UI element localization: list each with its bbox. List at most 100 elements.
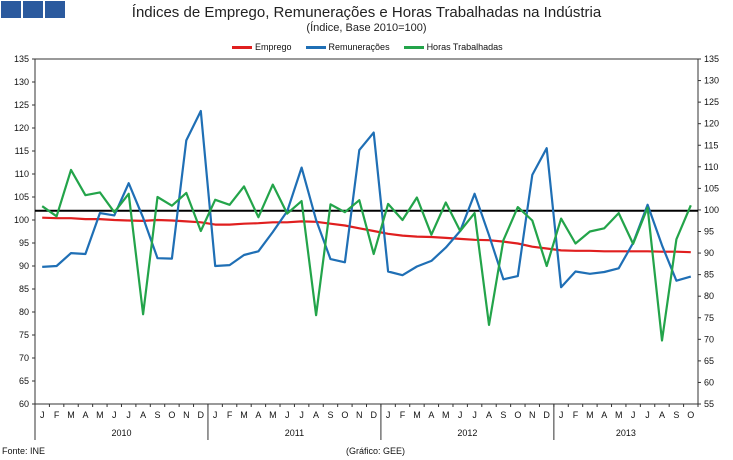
chart-subtitle: (Índice, Base 2010=100) <box>306 22 427 34</box>
x-tick-label: J <box>631 410 636 420</box>
y-tick-label-right: 65 <box>704 356 714 366</box>
logo-block <box>1 1 21 18</box>
y-tick-label-right: 75 <box>704 313 714 323</box>
y-tick-label-left: 135 <box>14 54 29 64</box>
y-tick-label-left: 100 <box>14 215 29 225</box>
y-tick-label-right: 115 <box>704 140 718 150</box>
x-tick-label: D <box>370 410 377 420</box>
x-tick-label: F <box>54 410 60 420</box>
year-label: 2012 <box>457 428 477 438</box>
y-tick-label-left: 130 <box>14 77 29 87</box>
x-tick-label: O <box>168 410 175 420</box>
legend-item-remuneracoes: Remunerações <box>305 42 390 52</box>
y-tick-label-left: 85 <box>19 284 29 294</box>
x-tick-label: N <box>529 410 536 420</box>
legend-item-emprego: Emprego <box>232 42 292 52</box>
x-tick-label: A <box>659 410 665 420</box>
x-tick-label: F <box>227 410 233 420</box>
y-tick-label-left: 95 <box>19 238 29 248</box>
y-tick-label-left: 115 <box>15 146 29 156</box>
y-tick-label-left: 60 <box>19 399 29 409</box>
x-tick-label: N <box>183 410 190 420</box>
chart-credit: (Gráfico: GEE) <box>346 446 406 456</box>
x-tick-label: J <box>213 410 218 420</box>
y-tick-label-right: 60 <box>704 377 714 387</box>
y-tick-label-right: 125 <box>704 97 719 107</box>
y-tick-label-right: 55 <box>704 399 714 409</box>
logo-block <box>23 1 43 18</box>
y-tick-label-right: 135 <box>704 54 719 64</box>
x-tick-label: J <box>386 410 391 420</box>
y-tick-label-left: 75 <box>19 330 29 340</box>
y-tick-label-left: 125 <box>14 100 29 110</box>
series-line-remunera-es <box>42 109 692 289</box>
y-tick-label-right: 80 <box>704 291 714 301</box>
x-tick-label: M <box>442 410 450 420</box>
legend-label: Emprego <box>255 42 292 52</box>
x-tick-label: M <box>615 410 623 420</box>
x-tick-label: A <box>601 410 607 420</box>
series-line-horas-trabalhadas <box>41 168 692 342</box>
x-tick-label: J <box>112 410 117 420</box>
legend: Emprego Remunerações Horas Trabalhadas <box>232 42 503 52</box>
plot-area <box>34 58 699 405</box>
y-tick-label-left: 70 <box>19 353 29 363</box>
y-tick-label-right: 70 <box>704 334 714 344</box>
y-tick-label-left: 65 <box>19 376 29 386</box>
y-tick-label-left: 90 <box>19 261 29 271</box>
x-tick-label: O <box>514 410 521 420</box>
legend-label: Remunerações <box>328 42 390 52</box>
chart-title: Índices de Emprego, Remunerações e Horas… <box>131 4 602 21</box>
x-tick-label: D <box>543 410 550 420</box>
y-tick-label-left: 110 <box>15 169 29 179</box>
y-tick-label-right: 110 <box>704 162 718 172</box>
x-tick-label: S <box>327 410 333 420</box>
x-tick-label: J <box>472 410 477 420</box>
x-tick-label: J <box>559 410 564 420</box>
legend-swatch <box>232 45 252 49</box>
x-tick-label: A <box>255 410 261 420</box>
legend-label: Horas Trabalhadas <box>426 42 503 52</box>
x-tick-label: A <box>428 410 434 420</box>
x-tick-label: S <box>673 410 679 420</box>
legend-item-horas-trabalhadas: Horas Trabalhadas <box>403 42 503 52</box>
x-tick-label: A <box>313 410 319 420</box>
legend-swatch <box>305 45 326 49</box>
x-tick-label: A <box>82 410 88 420</box>
x-tick-label: F <box>400 410 406 420</box>
x-tick-label: J <box>299 410 304 420</box>
x-tick-label: N <box>356 410 363 420</box>
x-tick-label: M <box>269 410 277 420</box>
x-tick-label: M <box>67 410 75 420</box>
logo <box>1 1 67 18</box>
x-tick-label: A <box>486 410 492 420</box>
x-tick-label: O <box>341 410 348 420</box>
y-tick-label-right: 95 <box>704 227 714 237</box>
x-tick-label: M <box>96 410 104 420</box>
x-tick-label: D <box>198 410 205 420</box>
x-tick-label: M <box>240 410 248 420</box>
logo-block <box>45 1 65 18</box>
y-tick-label-right: 90 <box>704 248 714 258</box>
x-tick-label: J <box>40 410 45 420</box>
y-tick-label-right: 100 <box>704 205 719 215</box>
x-tick-label: O <box>687 410 694 420</box>
y-tick-label-right: 85 <box>704 270 714 280</box>
legend-swatch <box>403 45 424 49</box>
x-tick-label: S <box>500 410 506 420</box>
x-tick-label: J <box>645 410 650 420</box>
year-label: 2013 <box>616 428 636 438</box>
x-tick-label: J <box>285 410 290 420</box>
x-tick-label: M <box>586 410 594 420</box>
y-tick-label-right: 105 <box>704 183 719 193</box>
x-tick-label: J <box>126 410 131 420</box>
y-tick-label-left: 120 <box>14 123 29 133</box>
y-tick-label-left: 80 <box>19 307 29 317</box>
x-tick-label: M <box>413 410 421 420</box>
y-tick-label-right: 120 <box>704 119 719 129</box>
y-tick-label-right: 130 <box>704 76 719 86</box>
year-label: 2010 <box>111 428 131 438</box>
x-tick-label: A <box>140 410 146 420</box>
x-tick-label: S <box>155 410 161 420</box>
